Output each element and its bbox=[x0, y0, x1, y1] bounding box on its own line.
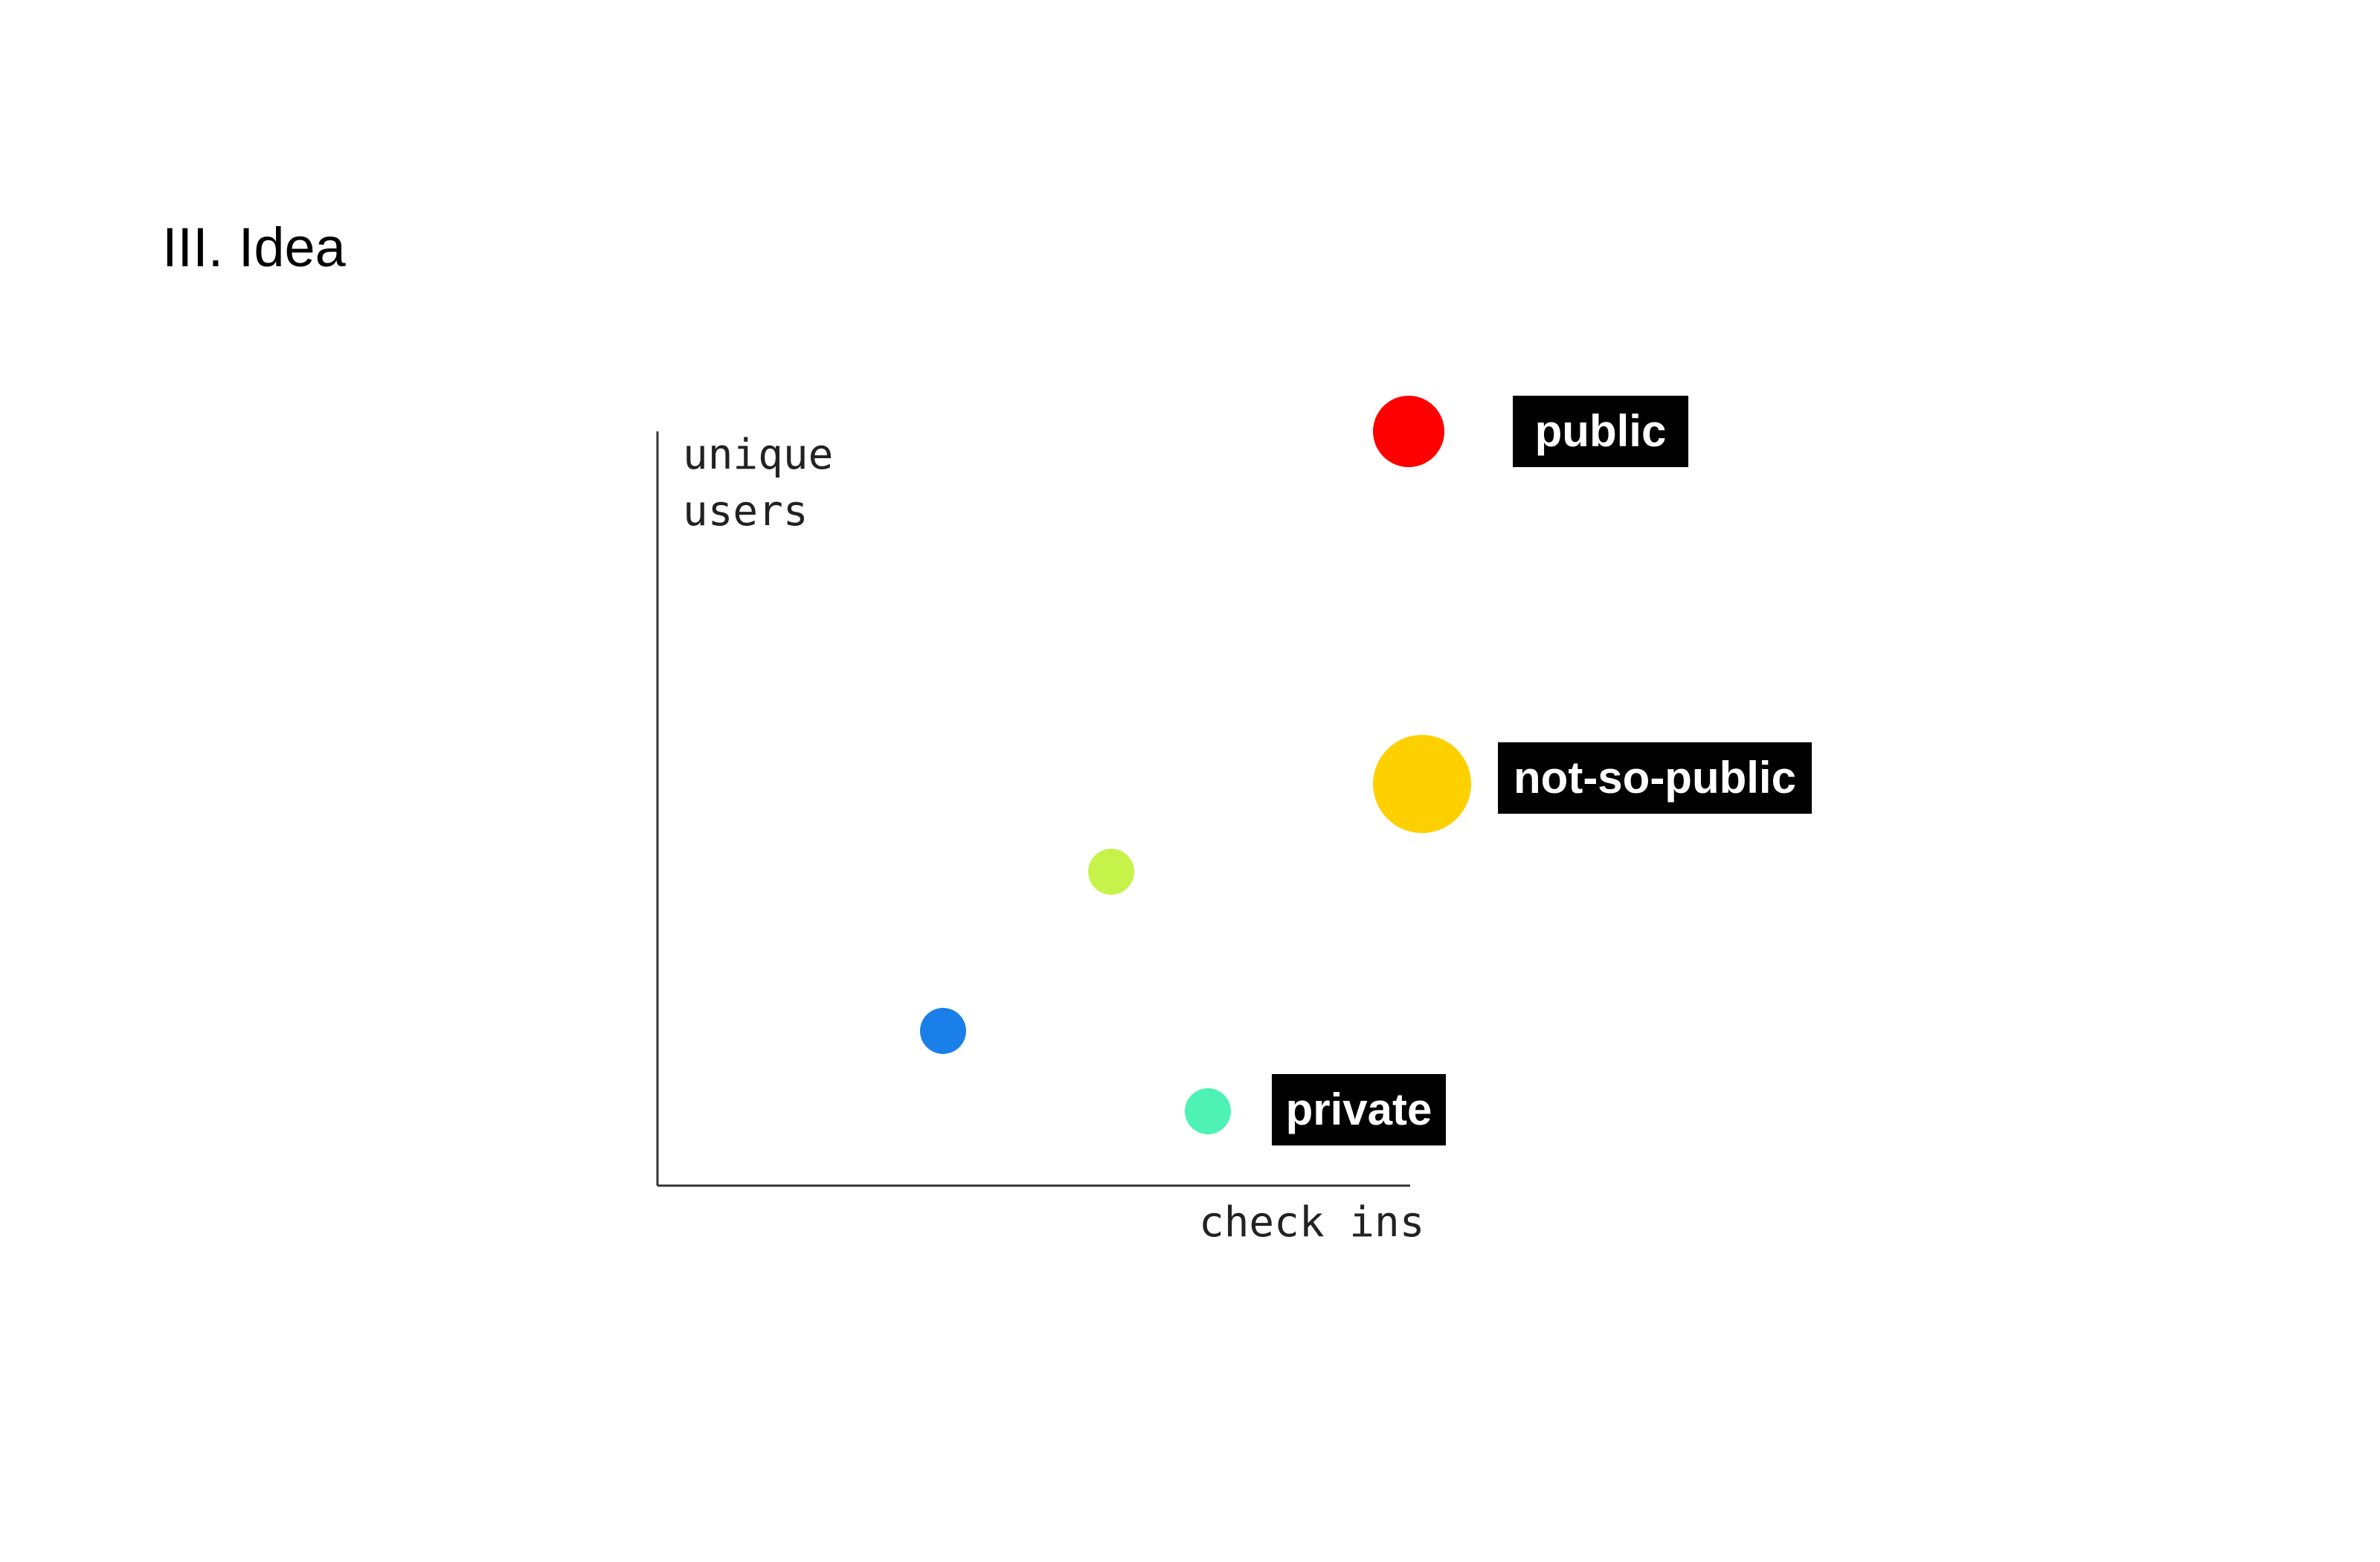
tag-not-so-public-text: not-so-public bbox=[1514, 753, 1796, 803]
y-axis-label-line-1: unique bbox=[683, 431, 833, 479]
green-yellow-dot bbox=[1088, 849, 1134, 895]
tag-public-text: public bbox=[1535, 406, 1667, 456]
slide-title: III. Idea bbox=[162, 216, 346, 278]
not-so-public-dot bbox=[1373, 735, 1471, 833]
tag-public: public bbox=[1513, 396, 1688, 467]
public-dot bbox=[1373, 396, 1444, 467]
tag-private-text: private bbox=[1286, 1084, 1432, 1134]
tag-not-so-public: not-so-public bbox=[1498, 742, 1812, 814]
y-axis-label-line-2: users bbox=[683, 487, 808, 536]
tag-private: private bbox=[1272, 1074, 1446, 1145]
private-dot bbox=[1185, 1088, 1231, 1134]
blue-dot bbox=[920, 1008, 966, 1054]
x-axis-label: check ins bbox=[1199, 1198, 1424, 1247]
